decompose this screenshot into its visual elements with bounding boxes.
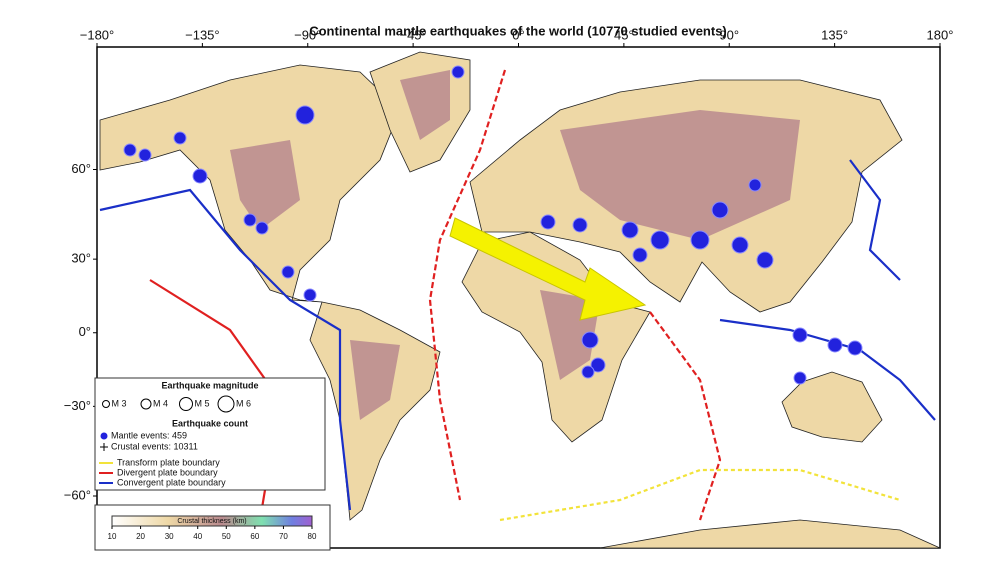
x-tick-label: 135°: [821, 27, 848, 42]
legend: Earthquake magnitude M 3 M 4 M 5 M 6 Earthqua…: [99, 380, 259, 487]
colorbar-title: Crustal thickness (km): [177, 518, 246, 525]
legend-label: Mantle events: 459: [111, 430, 187, 440]
map-title: Continental mantle earthquakes of the wo…: [309, 23, 727, 38]
colorbar-tick-label: 80: [308, 532, 317, 541]
legend-title: Earthquake count: [172, 418, 248, 428]
magnitude-symbol: [179, 397, 193, 411]
x-tick-label: −90°: [294, 27, 321, 42]
magnitude-label: M 5: [195, 398, 210, 408]
earthquake-markers: [123, 65, 863, 385]
x-tick-label: −180°: [80, 27, 114, 42]
y-tick-label: 0°: [79, 324, 91, 339]
colorbar-ticks: 10 20 30 40 50 60 70 80: [108, 526, 317, 541]
axes: −180° −135° −90° −45° 0° 45° 90° 135° 180° 60° 30°…: [64, 27, 954, 502]
legend-label: Convergent plate boundary: [117, 477, 226, 487]
colorbar-box: [94, 504, 331, 551]
x-tick-label: 90°: [719, 27, 739, 42]
colorbar-tick-label: 40: [193, 532, 202, 541]
colorbar-tick-label: 10: [108, 532, 117, 541]
colorbar-tick-label: 20: [136, 532, 145, 541]
x-tick-label: −45°: [399, 27, 426, 42]
y-tick-label: −60°: [64, 487, 91, 502]
crustal-symbol: [100, 443, 108, 451]
continents: [99, 51, 941, 549]
x-tick-label: −135°: [185, 27, 219, 42]
colorbar-tick-label: 70: [279, 532, 288, 541]
colorbar-tick-label: 30: [165, 532, 174, 541]
legend-label: Divergent plate boundary: [117, 467, 218, 477]
y-tick-label: −30°: [64, 398, 91, 413]
colorbar-tick-label: 60: [250, 532, 259, 541]
magnitude-label: M 4: [153, 398, 168, 408]
legend-label: Crustal events: 10311: [111, 441, 198, 451]
legend-label: Transform plate boundary: [117, 457, 220, 467]
x-tick-label: 180°: [927, 27, 954, 42]
legend-title: Earthquake magnitude: [161, 380, 258, 390]
magnitude-label: M 3: [112, 398, 127, 408]
colorbar-tick-label: 50: [222, 532, 231, 541]
x-tick-label: 0°: [512, 27, 524, 42]
x-tick-label: 45°: [614, 27, 634, 42]
magnitude-symbol: [102, 400, 110, 408]
y-tick-label: 30°: [71, 251, 91, 266]
colorbar: [111, 515, 313, 527]
magnitude-label: M 6: [236, 398, 251, 408]
magnitude-symbol: [140, 398, 152, 410]
highlight-arrow: [449, 217, 647, 321]
y-tick-label: 60°: [71, 161, 91, 176]
mantle-symbol: [100, 432, 108, 440]
magnitude-symbol: [217, 395, 235, 413]
legend-box: [94, 377, 326, 491]
